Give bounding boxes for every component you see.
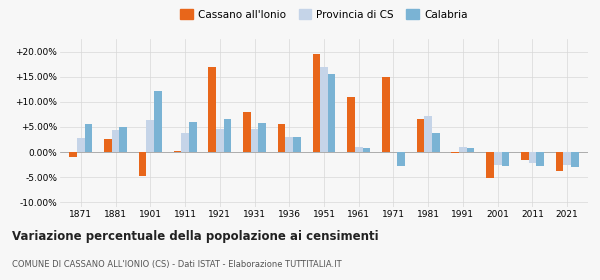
Bar — [104, 139, 112, 152]
Bar — [313, 54, 320, 152]
Bar — [417, 120, 424, 152]
Bar — [556, 152, 563, 171]
Bar — [154, 91, 162, 152]
Bar — [424, 116, 432, 152]
Bar — [119, 127, 127, 152]
Bar — [529, 152, 536, 163]
Bar — [571, 152, 578, 167]
Bar — [563, 152, 571, 165]
Bar — [278, 124, 286, 152]
Bar — [243, 112, 251, 152]
Bar — [355, 147, 362, 152]
Bar — [502, 152, 509, 166]
Bar — [139, 152, 146, 176]
Bar — [486, 152, 494, 178]
Bar — [536, 152, 544, 166]
Bar — [459, 147, 467, 152]
Bar — [181, 133, 189, 152]
Bar — [521, 152, 529, 160]
Bar — [251, 129, 259, 152]
Legend: Cassano all'Ionio, Provincia di CS, Calabria: Cassano all'Ionio, Provincia di CS, Cala… — [176, 5, 472, 24]
Bar — [146, 120, 154, 152]
Bar — [432, 134, 440, 152]
Bar — [286, 137, 293, 152]
Bar — [328, 74, 335, 152]
Bar — [70, 152, 77, 157]
Bar — [189, 122, 197, 152]
Bar — [347, 97, 355, 152]
Bar — [494, 152, 502, 165]
Bar — [397, 152, 405, 166]
Bar — [173, 151, 181, 152]
Bar — [362, 148, 370, 152]
Bar — [77, 138, 85, 152]
Bar — [451, 152, 459, 153]
Bar — [293, 137, 301, 152]
Text: COMUNE DI CASSANO ALL'IONIO (CS) - Dati ISTAT - Elaborazione TUTTITALIA.IT: COMUNE DI CASSANO ALL'IONIO (CS) - Dati … — [12, 260, 341, 269]
Bar — [216, 129, 224, 152]
Bar — [85, 124, 92, 152]
Bar — [382, 77, 389, 152]
Bar — [320, 67, 328, 152]
Bar — [208, 67, 216, 152]
Text: Variazione percentuale della popolazione ai censimenti: Variazione percentuale della popolazione… — [12, 230, 379, 242]
Bar — [467, 148, 475, 152]
Bar — [112, 130, 119, 152]
Bar — [259, 123, 266, 152]
Bar — [224, 120, 231, 152]
